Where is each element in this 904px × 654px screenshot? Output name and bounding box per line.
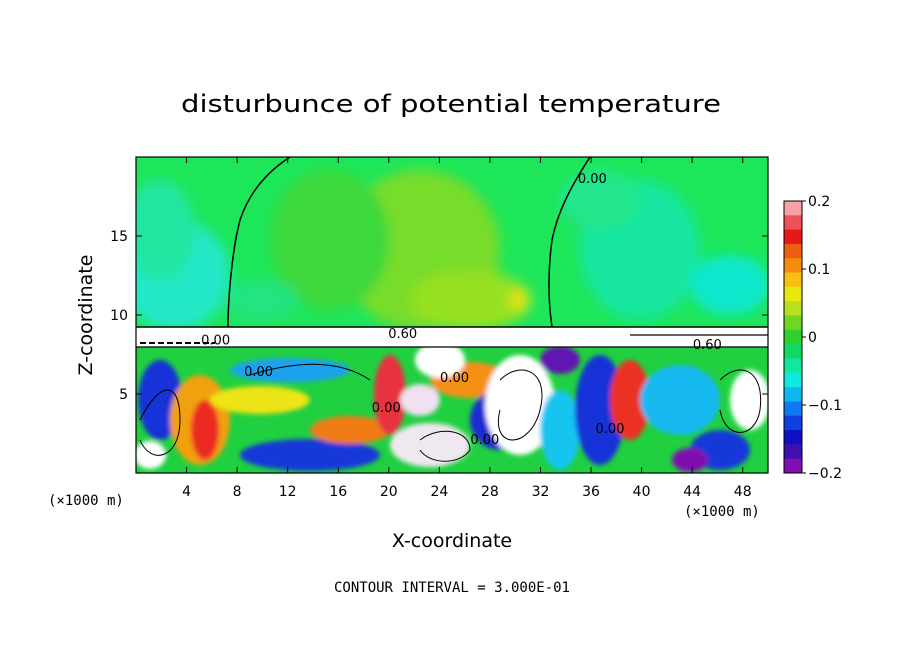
- contour-label: 0.00: [440, 371, 469, 386]
- y-tick-label: 10: [110, 308, 128, 324]
- contour-label: 0.00: [244, 365, 273, 380]
- x-tick-label: 32: [532, 484, 550, 500]
- contour-label: 0.00: [470, 433, 499, 448]
- contour-label: 0.00: [201, 333, 230, 348]
- x-tick-label: 36: [582, 484, 600, 500]
- colorbar-tick-label: 0: [808, 330, 817, 346]
- colorbar-swatch: [784, 272, 802, 288]
- contour-interval-note: CONTOUR INTERVAL = 3.000E-01: [334, 580, 570, 596]
- colorbar-swatch: [784, 258, 802, 274]
- y-axis: 5 10 15: [110, 229, 768, 403]
- contour-label: 0.00: [596, 422, 625, 437]
- x-tick-label: 4: [182, 484, 191, 500]
- colorbar-tick-label: −0.2: [808, 466, 842, 482]
- colorbar-swatch: [784, 387, 802, 402]
- colorbar-tick-label: −0.1: [808, 398, 842, 414]
- colorbar-swatch: [784, 430, 802, 445]
- x-unit-left: (×1000 m): [48, 493, 124, 509]
- colorbar-swatch: [784, 229, 802, 245]
- x-tick-label: 40: [633, 484, 651, 500]
- zero-contour-left: [227, 157, 291, 328]
- contour-label: 0.60: [388, 327, 417, 342]
- x-tick-label: 20: [380, 484, 398, 500]
- colorbar-swatch: [784, 301, 802, 317]
- zero-contour-right: [548, 157, 591, 328]
- colorbar-swatch: [784, 358, 802, 374]
- colorbar-swatch: [784, 329, 802, 345]
- y-tick-label: 5: [119, 387, 128, 403]
- chart-title: disturbunce of potential temperature: [181, 90, 721, 118]
- x-tick-label: 44: [683, 484, 701, 500]
- colorbar-swatch: [784, 372, 802, 388]
- x-tick-label: 24: [430, 484, 448, 500]
- contour-label: 0.60: [693, 338, 722, 353]
- inversion-band: [136, 327, 768, 347]
- colorbar-tick-label: 0.1: [808, 262, 830, 278]
- x-tick-label: 48: [734, 484, 752, 500]
- x-tick-label: 12: [279, 484, 297, 500]
- colorbar-swatch: [784, 315, 802, 331]
- colorbar-swatch: [784, 458, 802, 474]
- colorbar-swatch: [784, 286, 802, 302]
- colorbar-swatch: [784, 444, 802, 460]
- y-tick-label: 15: [110, 229, 128, 245]
- x-unit-right: (×1000 m): [684, 504, 760, 520]
- x-axis-label: X-coordinate: [392, 530, 512, 552]
- colorbar-swatch: [784, 401, 802, 417]
- colorbar-swatch: [784, 415, 802, 431]
- y-axis-label: Z-coordinate: [75, 255, 97, 376]
- x-tick-label: 16: [329, 484, 347, 500]
- colorbar-tick-label: 0.2: [808, 194, 830, 210]
- colorbar-swatch: [784, 201, 802, 216]
- contour-label: 0.00: [372, 401, 401, 416]
- x-tick-label: 8: [233, 484, 242, 500]
- x-tick-label: 28: [481, 484, 499, 500]
- colorbar-swatch: [784, 243, 802, 259]
- x-axis: 4 8 12 16 20 24 28 32 36 40 44 48: [182, 157, 752, 500]
- colorbar: 0.2 0.1 0 −0.1 −0.2: [783, 194, 842, 482]
- contour-label: 0.00: [578, 172, 607, 187]
- plot-area: 0.00 0.60 0.60 0.00 0.00 0.00 0.00 0.00 0.00: [135, 156, 769, 474]
- colorbar-swatch: [784, 344, 802, 359]
- colorbar-swatch: [784, 215, 802, 231]
